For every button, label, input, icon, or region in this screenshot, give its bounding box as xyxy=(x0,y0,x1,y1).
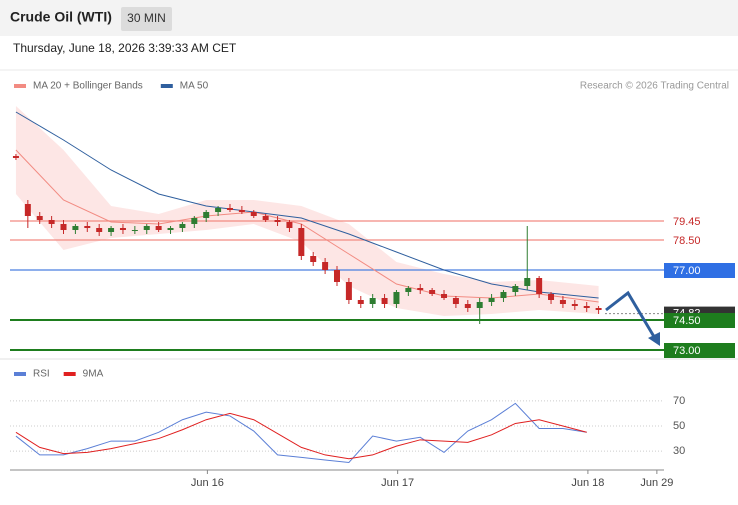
legend-label: 9MA xyxy=(83,369,104,380)
legend-swatch xyxy=(14,84,26,88)
candle-body xyxy=(571,304,578,306)
price-panel: MA 20 + Bollinger Bands MA 50 79.45 78.50 77… xyxy=(10,81,735,358)
candle-body xyxy=(595,308,602,310)
x-tick-label: Jun 17 xyxy=(381,477,414,489)
candle-body xyxy=(250,212,257,216)
candle-body xyxy=(72,226,79,230)
candle-body xyxy=(143,226,150,230)
candle-body xyxy=(393,292,400,304)
candle-body xyxy=(464,304,471,308)
overlay-line xyxy=(15,111,599,299)
credit: Research © 2026 Trading Central xyxy=(580,81,729,92)
forecast-arrow xyxy=(605,290,658,341)
candle-body xyxy=(357,300,364,304)
candle-body xyxy=(48,220,55,224)
legend-swatch xyxy=(160,84,173,88)
candle-body xyxy=(429,290,436,294)
candle-body xyxy=(179,224,186,228)
candle-body xyxy=(536,278,543,294)
candle-body xyxy=(119,228,126,230)
legend-swatch xyxy=(14,372,26,376)
candle-body xyxy=(191,218,198,224)
candle-body xyxy=(24,204,31,216)
forecast-arrowhead xyxy=(648,332,660,346)
candle-body xyxy=(262,216,269,220)
bollinger-band xyxy=(15,106,599,316)
candle-body xyxy=(36,216,43,220)
legend-label: MA 20 + Bollinger Bands xyxy=(33,81,143,92)
x-tick-label: Jun 16 xyxy=(191,477,224,489)
level-label: 78.50 xyxy=(673,235,701,247)
y-tick-label: 30 xyxy=(673,445,685,457)
legend-label: MA 50 xyxy=(180,81,209,92)
candle-body xyxy=(298,228,305,256)
timestamp: Thursday, June 18, 2026 3:39:33 AM CET xyxy=(13,41,237,55)
candle-body xyxy=(131,230,138,231)
instrument-title: Crude Oil (WTI) xyxy=(10,9,112,25)
candle-body xyxy=(84,226,91,228)
candle-body xyxy=(155,226,162,230)
legend-swatch xyxy=(63,372,76,376)
interval-label[interactable]: 30 MIN xyxy=(127,11,166,25)
candle-body xyxy=(500,292,507,298)
rsi-panel: RSI 9MA 30 50 70 Jun 16 Jun 17 Jun 18 Jun 29 xyxy=(10,369,685,489)
candle-body xyxy=(369,298,376,304)
x-tick-label: Jun 29 xyxy=(640,477,673,489)
interval-pill[interactable] xyxy=(121,7,172,31)
candle-body xyxy=(345,282,352,300)
candle-body xyxy=(60,224,67,230)
candle-body xyxy=(441,294,448,298)
candle-body xyxy=(215,208,222,212)
level-label: 73.00 xyxy=(673,345,701,357)
candle-body xyxy=(96,228,103,232)
candle-body xyxy=(476,302,483,308)
y-tick-label: 50 xyxy=(673,420,685,432)
candle-body xyxy=(548,294,555,300)
x-tick-label: Jun 18 xyxy=(571,477,604,489)
level-label-box xyxy=(664,313,735,328)
level-label-box xyxy=(664,343,735,358)
candle-body xyxy=(559,300,566,304)
candle-body xyxy=(167,228,174,230)
candle-body xyxy=(274,220,281,222)
candle-body xyxy=(488,298,495,302)
legend-label: RSI xyxy=(33,369,50,380)
y-tick-label: 70 xyxy=(673,395,685,407)
candle-body xyxy=(381,298,388,304)
candle-body xyxy=(512,286,519,292)
candle-body xyxy=(12,156,19,158)
candle-body xyxy=(524,278,531,286)
candle-body xyxy=(310,256,317,262)
candle-body xyxy=(286,222,293,228)
candle-body xyxy=(238,210,245,212)
level-label: 77.00 xyxy=(673,265,701,277)
candle-body xyxy=(322,262,329,270)
candle-body xyxy=(405,288,412,292)
level-label: 79.45 xyxy=(673,216,701,228)
series-line xyxy=(15,412,587,460)
candle-body xyxy=(203,212,210,218)
candle-body xyxy=(583,306,590,308)
candle-body xyxy=(452,298,459,304)
candle-body xyxy=(417,288,424,290)
level-label-box xyxy=(664,263,735,278)
candle-body xyxy=(108,228,115,232)
level-label: 74.50 xyxy=(673,315,701,327)
candle-body xyxy=(334,270,340,282)
series-line xyxy=(15,402,587,463)
candle-body xyxy=(226,208,233,210)
